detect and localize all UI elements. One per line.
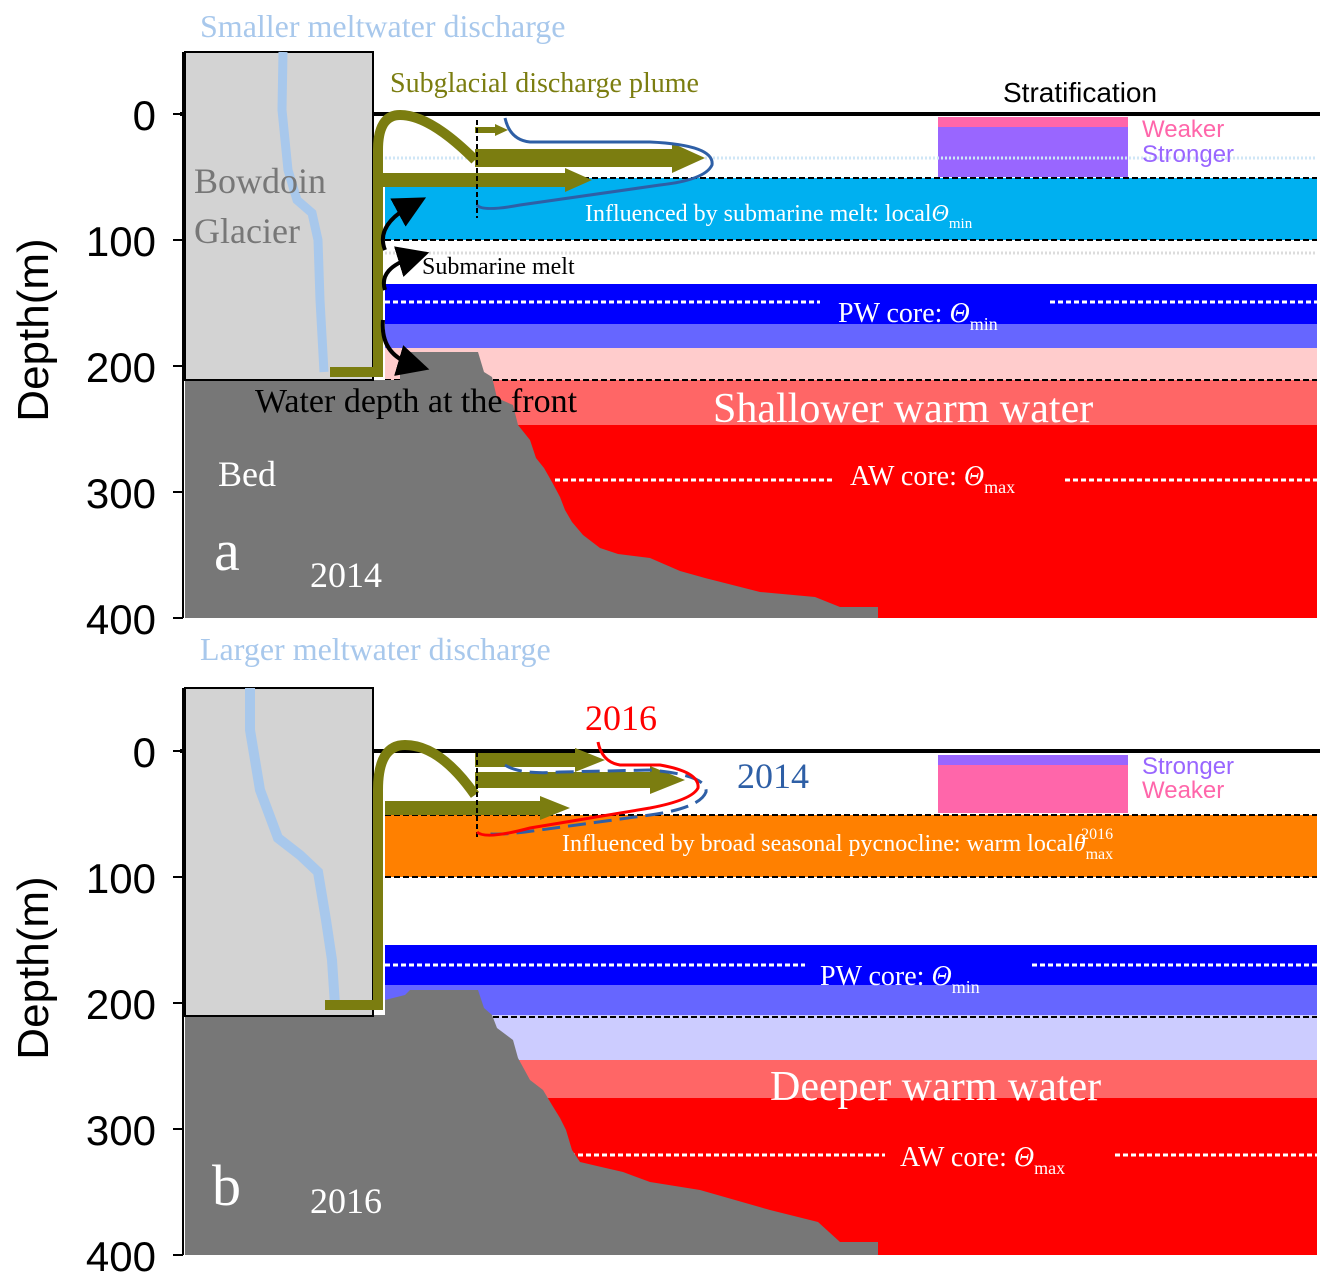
aw-core-label: AW core: Θmax (850, 461, 1015, 497)
plume-arrowhead (540, 796, 570, 820)
bed (185, 990, 878, 1255)
submarine-melt-arrow (380, 197, 427, 251)
y-axis-label: Depth(m) (9, 238, 58, 421)
stratification-label: Stratification (1003, 77, 1157, 108)
pw-core-band-light (385, 985, 1317, 1015)
glacier-label-line2: Glacier (194, 211, 300, 251)
y-tick-label: 300 (86, 470, 156, 517)
panel-b: Larger meltwater discharge 2016 2014 Str… (180, 631, 1320, 1255)
y-tick-label: 100 (86, 855, 156, 902)
panel-b-discharge-label: Larger meltwater discharge (200, 631, 551, 667)
pale-pink-band (385, 348, 1317, 380)
pw-core-label: PW core: Θmin (820, 961, 980, 997)
plume-arrowhead (650, 766, 685, 794)
glacier-label-line1: Bowdoin (194, 161, 326, 201)
profile-2014 (475, 117, 714, 210)
lavender-band (385, 1015, 1317, 1060)
stratification-stronger-swatch (938, 755, 1128, 765)
warm-water-label: Deeper warm water (770, 1064, 1101, 1110)
panel-a: Smaller meltwater discharge Subglacial d… (180, 8, 1320, 618)
water-depth-label: Water depth at the front (255, 383, 578, 420)
meltwater-channel (277, 51, 329, 373)
submarine-melt-arrow (381, 246, 430, 291)
bed-label: Bed (218, 454, 276, 494)
axis-b: 0 100 200 300 400 Depth(m) (9, 688, 184, 1278)
y-tick-label: 0 (133, 92, 156, 139)
panel-letter-a: a (214, 518, 240, 583)
pycnocline-label: Influenced by broad seasonal pycnocline:… (562, 826, 1113, 863)
plume-arrowhead (575, 748, 605, 772)
pw-core-band-dark (385, 284, 1317, 324)
legend-stronger: Stronger (1142, 141, 1234, 168)
plume-rise (325, 739, 480, 1010)
submarine-melt-band (385, 178, 1317, 240)
legend-weaker: Weaker (1142, 116, 1224, 143)
glacier (184, 687, 374, 1017)
meltwater-channel (245, 688, 340, 1006)
submarine-band-label: Influenced by submarine melt: localΘmin (585, 201, 973, 232)
plume-label: Subglacial discharge plume (390, 68, 699, 99)
submarine-melt-arrow (380, 319, 430, 376)
stratification-stronger-swatch (938, 127, 1128, 177)
warm-water-label: Shallower warm water (713, 386, 1093, 432)
panel-a-discharge-label: Smaller meltwater discharge (200, 8, 566, 44)
profile-2016-label: 2016 (585, 698, 657, 738)
y-tick-label: 400 (86, 596, 156, 643)
plume-arrowhead (495, 124, 508, 136)
panel-year-a: 2014 (310, 555, 382, 595)
legend-stronger: Stronger (1142, 753, 1234, 780)
pw-core-band-light (385, 324, 1317, 348)
panel-letter-b: b (212, 1153, 241, 1218)
y-tick-label: 400 (86, 1233, 156, 1278)
y-axis-label: Depth(m) (9, 876, 58, 1059)
bed (185, 352, 878, 618)
y-tick-label: 200 (86, 981, 156, 1028)
plume-rise (330, 109, 479, 377)
submarine-melt-label: Submarine melt (422, 254, 575, 280)
pw-core-label: PW core: Θmin (838, 298, 998, 334)
y-tick-label: 300 (86, 1107, 156, 1154)
stratification-weaker-swatch (938, 117, 1128, 127)
aw-core-label: AW core: Θmax (900, 1142, 1065, 1178)
profile-2014-label: 2014 (737, 756, 809, 796)
plume-arrowhead (672, 143, 705, 173)
y-tick-label: 200 (86, 344, 156, 391)
legend-weaker: Weaker (1142, 777, 1224, 804)
plume-arrowhead (565, 168, 592, 192)
profile-2016 (475, 741, 700, 837)
axis-a: 0 100 200 300 400 Depth(m) (9, 52, 184, 643)
y-tick-label: 100 (86, 218, 156, 265)
stratification-weaker-swatch (938, 765, 1128, 813)
profile-2014 (489, 763, 708, 836)
y-tick-label: 0 (133, 729, 156, 776)
warm-water-band-light (385, 380, 1317, 425)
panel-year-b: 2016 (310, 1181, 382, 1221)
